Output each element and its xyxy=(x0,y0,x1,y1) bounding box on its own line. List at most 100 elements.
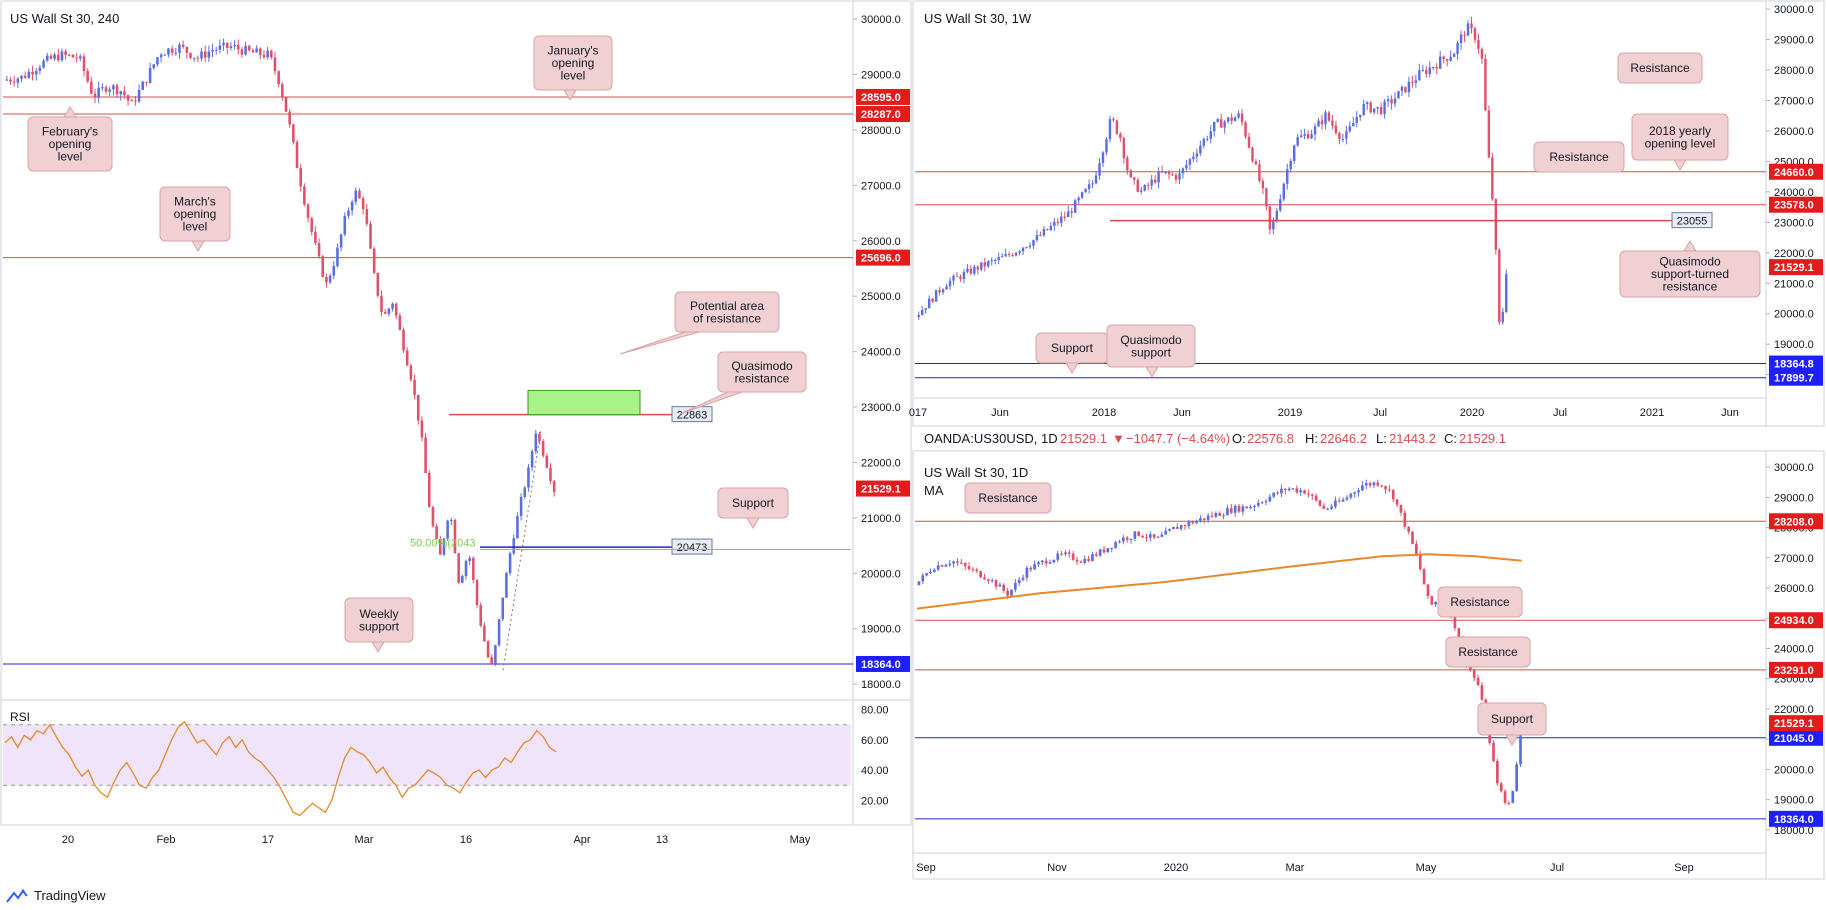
candle-body xyxy=(1156,536,1160,538)
candle-body xyxy=(1067,211,1070,218)
candle-body xyxy=(244,45,247,55)
candle-body xyxy=(391,303,394,309)
level-price-label: 24660.0 xyxy=(1774,167,1814,179)
y-tick-label: 30000.0 xyxy=(1774,4,1814,16)
candle-body xyxy=(1268,496,1272,502)
candle-body xyxy=(343,215,347,235)
candle-body xyxy=(1249,506,1252,509)
candle-body xyxy=(934,289,938,302)
candle-body xyxy=(1121,537,1125,542)
candle-body xyxy=(1245,506,1249,509)
candle-body xyxy=(1209,131,1212,139)
callout-pointer xyxy=(1145,366,1159,378)
candle-body xyxy=(1042,229,1046,236)
candle-body xyxy=(938,289,941,293)
candle-body xyxy=(1334,125,1338,134)
candle-body xyxy=(292,124,295,143)
callout-text: January's xyxy=(548,44,599,58)
candle-body xyxy=(967,566,971,570)
candle-body xyxy=(270,50,273,58)
annotation-callout: Resistance xyxy=(964,482,1052,514)
callout-pointer xyxy=(619,331,700,355)
candle-body xyxy=(1125,537,1129,540)
x-tick-label: 2020 xyxy=(1460,407,1484,419)
candle-body xyxy=(1272,492,1276,497)
candle-body xyxy=(108,89,111,92)
candle-body xyxy=(1292,145,1296,161)
candle-body xyxy=(31,71,34,75)
candle-body xyxy=(1219,119,1223,128)
candle-body xyxy=(45,55,49,61)
candle-body xyxy=(1280,488,1283,494)
callout-pointer xyxy=(1673,159,1687,171)
candle-body xyxy=(1073,200,1077,213)
candle-body xyxy=(1452,54,1456,57)
candle-body xyxy=(1160,171,1164,173)
candle-body xyxy=(192,57,196,59)
candle-body xyxy=(501,597,505,620)
y-tick-label: 27000.0 xyxy=(1774,95,1814,107)
candle-body xyxy=(1361,485,1364,491)
candle-body xyxy=(420,420,424,438)
candle-body xyxy=(1303,490,1306,494)
y-tick-label: 22000.0 xyxy=(1774,704,1814,716)
level-price-label: 23578.0 xyxy=(1774,200,1814,212)
callout-text: of resistance xyxy=(693,311,761,325)
candle-body xyxy=(1195,520,1198,524)
candle-body xyxy=(1430,596,1434,605)
candle-body xyxy=(933,569,936,573)
candle-body xyxy=(211,49,214,52)
callout-pointer xyxy=(63,106,77,118)
candle-body xyxy=(145,81,148,83)
candle-body xyxy=(394,303,398,316)
candle-body xyxy=(1087,558,1090,561)
candle-body xyxy=(1153,179,1157,183)
candle-body xyxy=(1404,86,1407,93)
candle-body xyxy=(1322,505,1326,509)
panel-1d-legend-low-key: L: xyxy=(1376,431,1387,446)
candle-body xyxy=(1317,120,1320,127)
panel-1d-legend-high: 22646.2 xyxy=(1320,431,1367,446)
y-tick-label: 22000.0 xyxy=(1774,248,1814,260)
candle-body xyxy=(1017,579,1021,583)
candle-body xyxy=(1164,530,1168,535)
callout-text: opening level xyxy=(1645,136,1716,150)
candle-body xyxy=(119,91,122,95)
candle-body xyxy=(990,580,994,582)
candle-body xyxy=(1060,553,1063,555)
candle-body xyxy=(952,561,955,564)
candle-body xyxy=(1442,56,1445,60)
candle-body xyxy=(1253,505,1256,507)
candle-body xyxy=(1330,506,1333,509)
candle-body xyxy=(1174,174,1178,180)
candle-body xyxy=(1105,139,1108,153)
current-price-label: 21529.1 xyxy=(861,484,901,496)
candle-body xyxy=(1372,108,1376,113)
candle-body xyxy=(1421,69,1425,71)
candle-body xyxy=(486,641,490,658)
candle-body xyxy=(1480,48,1484,59)
candle-body xyxy=(450,520,453,522)
candle-body xyxy=(71,54,75,58)
candle-body xyxy=(1318,500,1322,506)
candle-body xyxy=(259,48,262,55)
rsi-line xyxy=(4,720,557,817)
candle-body xyxy=(1199,518,1202,521)
y-tick-label: 18000.0 xyxy=(1774,825,1814,837)
candle-body xyxy=(1428,67,1431,75)
candle-body xyxy=(1364,483,1368,486)
tradingview-footer[interactable]: TradingView xyxy=(6,888,106,903)
candle-body xyxy=(1310,494,1314,496)
level-price-tag xyxy=(856,249,910,266)
candle-body xyxy=(1422,569,1426,585)
candle-body xyxy=(1388,489,1391,491)
candle-body xyxy=(955,275,959,277)
candle-body xyxy=(416,394,420,421)
candle-body xyxy=(1400,86,1404,92)
candle-body xyxy=(376,272,380,296)
candle-body xyxy=(1453,614,1457,629)
candle-body xyxy=(222,42,225,46)
candle-body xyxy=(1067,552,1071,554)
